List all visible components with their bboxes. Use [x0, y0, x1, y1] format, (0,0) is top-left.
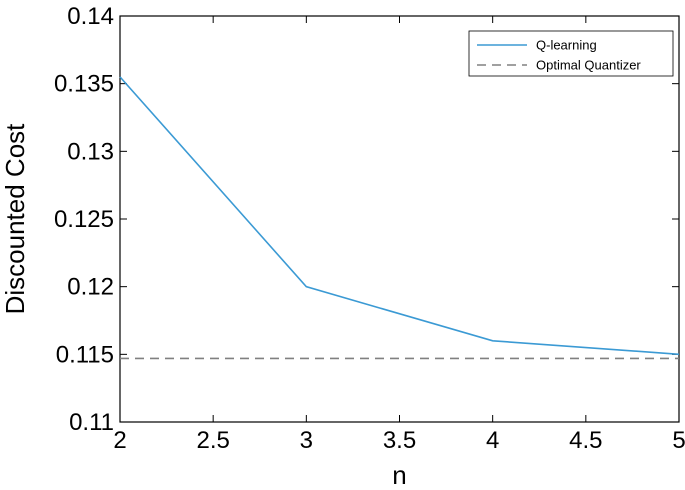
x-tick-label: 2	[113, 427, 126, 454]
legend-box	[468, 30, 674, 77]
plot-area	[119, 15, 680, 423]
x-tick-label: 5	[672, 427, 685, 454]
x-tick-label: 3.5	[383, 427, 416, 454]
y-tick-label: 0.13	[67, 138, 114, 165]
series-layer	[119, 76, 680, 360]
x-axis: 2 2.5 3 3.5 4 4.5 5	[113, 16, 685, 454]
x-axis-label: n	[392, 460, 406, 490]
y-tick-label: 0.135	[54, 71, 114, 98]
y-tick-label: 0.11	[69, 409, 114, 436]
y-axis: 0.11 0.115 0.12 0.125 0.13 0.135 0.14	[54, 3, 679, 436]
legend-label: Optimal Quantizer	[536, 58, 641, 73]
y-axis-label: Discounted Cost	[0, 123, 30, 315]
y-tick-label: 0.12	[67, 274, 114, 301]
y-tick-label: 0.14	[67, 3, 114, 30]
y-tick-label: 0.125	[54, 206, 114, 233]
y-tick-label: 0.115	[56, 341, 114, 368]
series-line-q-learning	[119, 76, 680, 356]
x-tick-label: 4.5	[569, 427, 602, 454]
legend: Q-learning Optimal Quantizer	[468, 30, 674, 77]
legend-label: Q-learning	[536, 38, 597, 53]
x-tick-label: 3	[300, 427, 313, 454]
x-tick-label: 2.5	[196, 427, 229, 454]
x-tick-label: 4	[486, 427, 499, 454]
